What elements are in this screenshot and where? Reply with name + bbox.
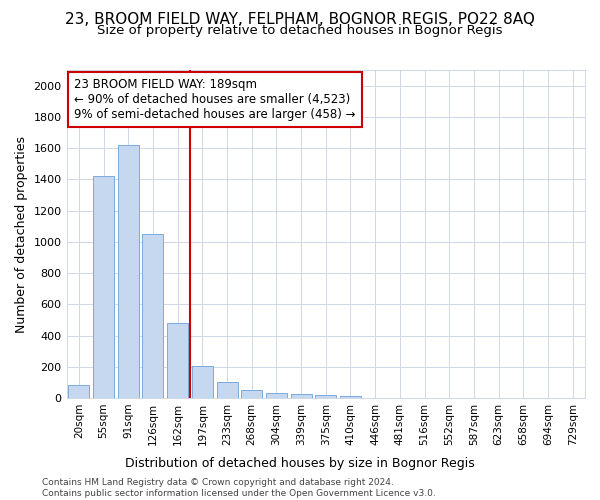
Text: Contains HM Land Registry data © Crown copyright and database right 2024.
Contai: Contains HM Land Registry data © Crown c…: [42, 478, 436, 498]
Text: 23, BROOM FIELD WAY, FELPHAM, BOGNOR REGIS, PO22 8AQ: 23, BROOM FIELD WAY, FELPHAM, BOGNOR REG…: [65, 12, 535, 28]
Bar: [142, 234, 163, 398]
Bar: [192, 366, 213, 398]
Bar: [93, 176, 114, 398]
Bar: [340, 396, 361, 398]
Bar: [118, 145, 139, 398]
Text: 23 BROOM FIELD WAY: 189sqm
← 90% of detached houses are smaller (4,523)
9% of se: 23 BROOM FIELD WAY: 189sqm ← 90% of deta…: [74, 78, 356, 121]
Bar: [266, 392, 287, 398]
Bar: [167, 323, 188, 398]
Bar: [315, 395, 336, 398]
Bar: [217, 382, 238, 398]
Y-axis label: Number of detached properties: Number of detached properties: [15, 136, 28, 332]
Bar: [290, 394, 311, 398]
Text: Size of property relative to detached houses in Bognor Regis: Size of property relative to detached ho…: [97, 24, 503, 37]
Bar: [68, 384, 89, 398]
Bar: [241, 390, 262, 398]
Text: Distribution of detached houses by size in Bognor Regis: Distribution of detached houses by size …: [125, 458, 475, 470]
